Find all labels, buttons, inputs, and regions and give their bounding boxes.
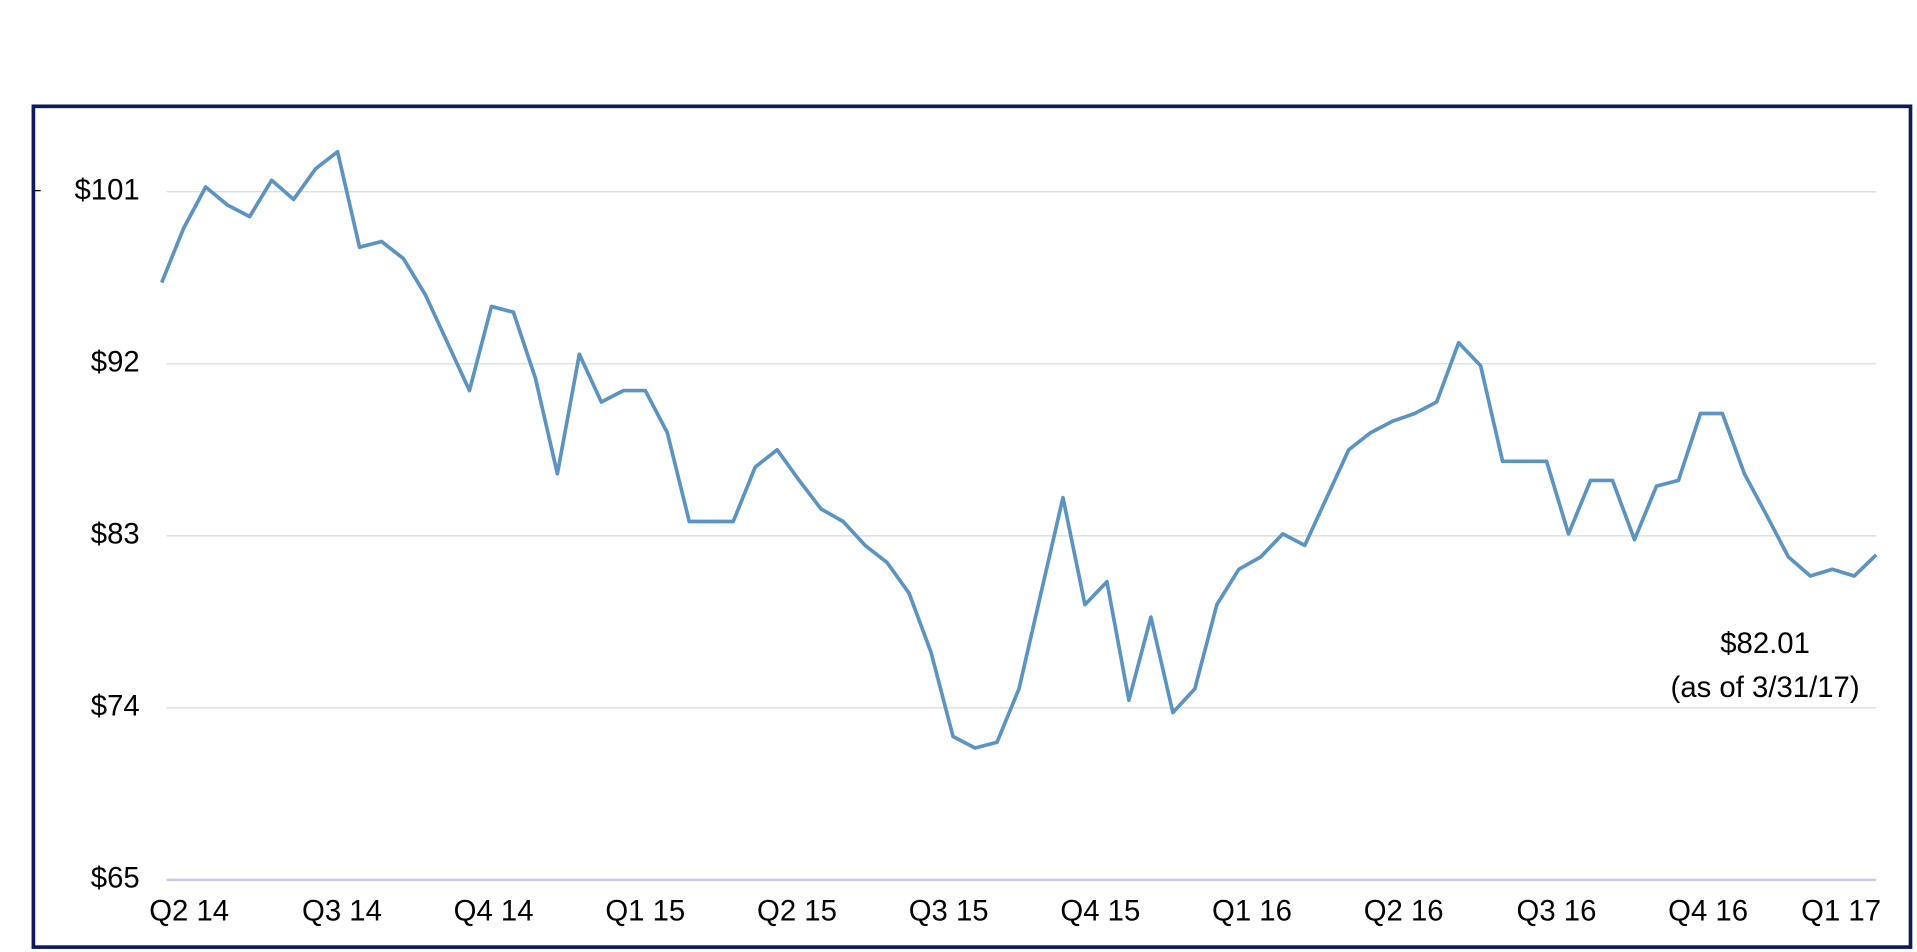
data-line — [160, 149, 1878, 750]
annotation: $82.01 — [1720, 627, 1810, 660]
x-tick-label: Q3 16 — [1517, 895, 1597, 928]
y-tick-label: $74 — [91, 690, 140, 723]
chart-frame — [31, 104, 1913, 949]
y-tick-label: $65 — [91, 862, 140, 895]
x-tick-label: Q3 14 — [302, 895, 382, 928]
x-tick-label: Q1 16 — [1212, 895, 1292, 928]
x-tick-label: Q4 15 — [1060, 895, 1140, 928]
x-tick-label: Q4 14 — [454, 895, 534, 928]
x-tick-label: Q3 15 — [909, 895, 989, 928]
x-tick-label: Q2 16 — [1364, 895, 1444, 928]
x-tick-label: Q1 15 — [605, 895, 685, 928]
y-tick-label: $101 — [74, 174, 139, 207]
annotation: (as of 3/31/17) — [1671, 671, 1860, 704]
y-tick-label: $92 — [91, 346, 140, 379]
x-tick-label: Q2 15 — [757, 895, 837, 928]
x-tick-label: Q2 14 — [149, 895, 229, 928]
x-tick-label: Q4 16 — [1668, 895, 1748, 928]
x-tick-label: Q1 17 — [1801, 895, 1881, 928]
y-tick-label: $83 — [91, 518, 140, 551]
